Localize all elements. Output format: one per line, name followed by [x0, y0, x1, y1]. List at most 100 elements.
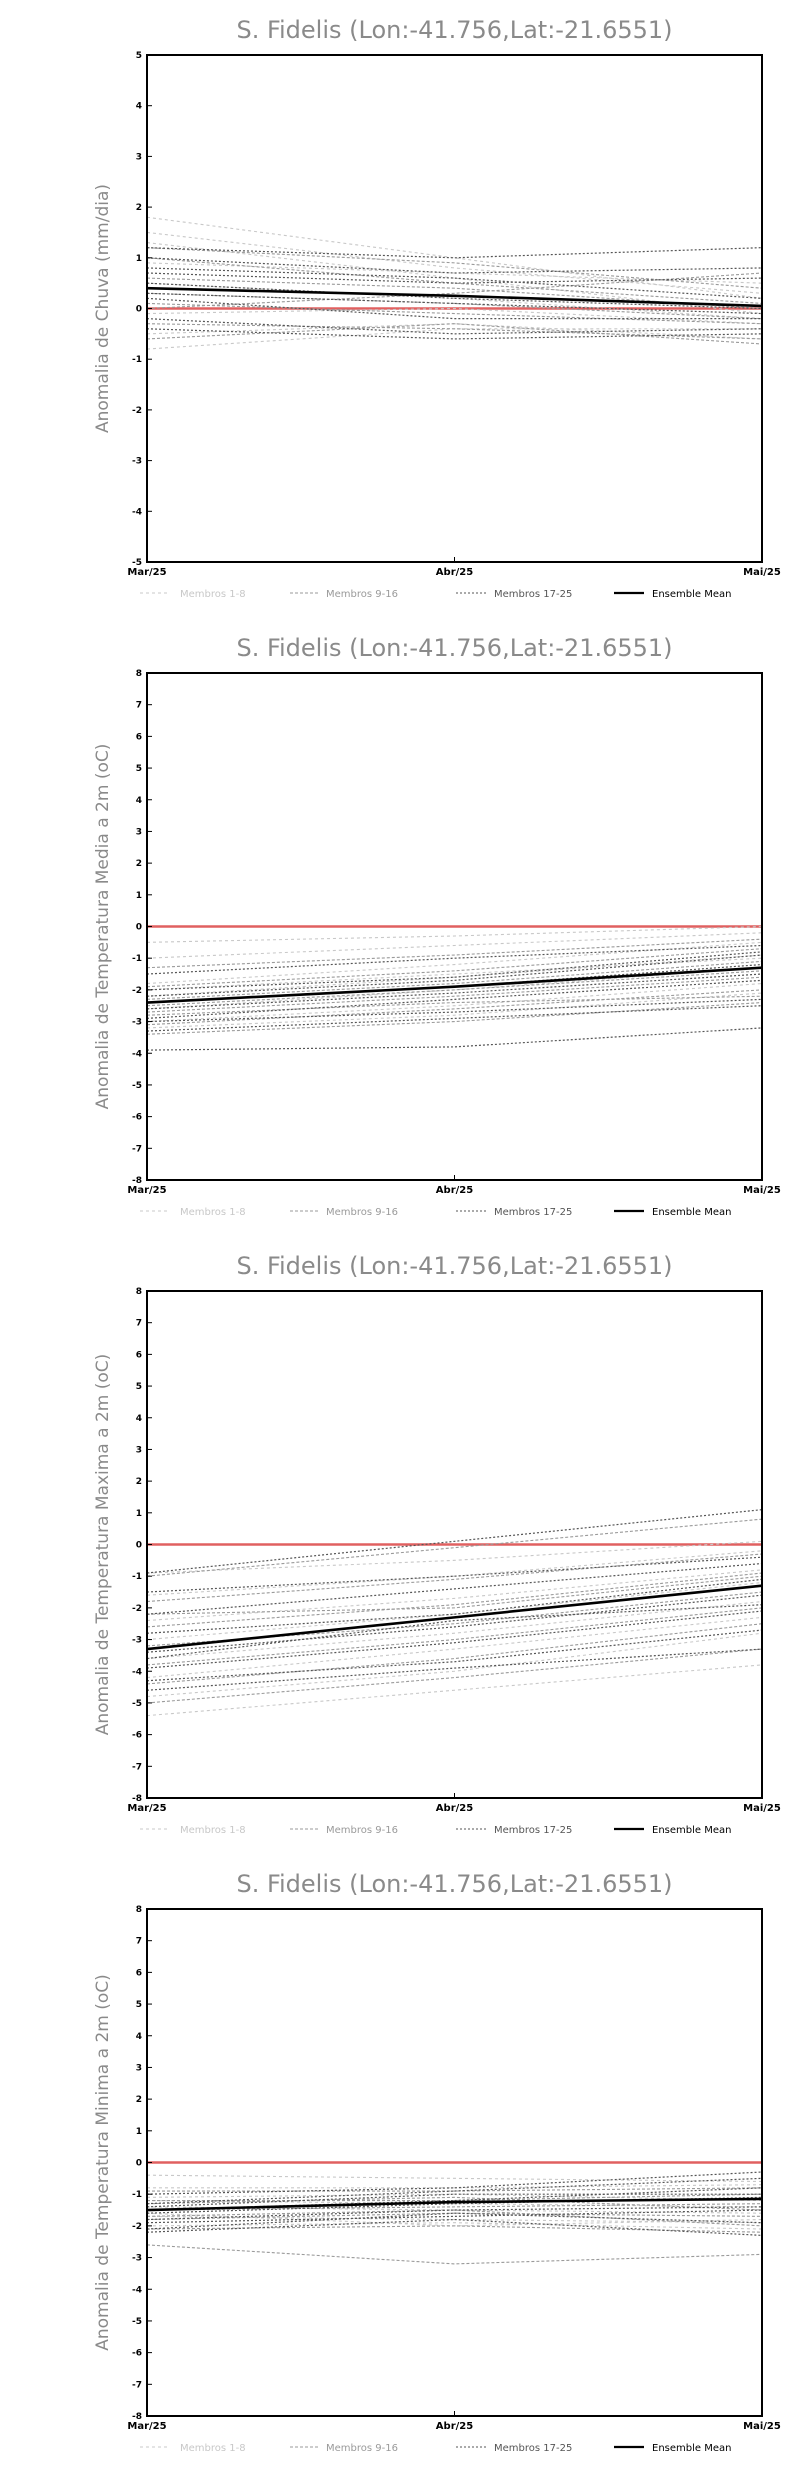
y-tick-label: -3 — [132, 457, 142, 467]
member-line-members-17-25 — [146, 1027, 763, 1051]
y-axis-label: Anomalia de Temperatura Minima a 2m (oC) — [93, 1974, 113, 2351]
ensemble-mean-line — [146, 2197, 763, 2212]
y-tick-label: 0 — [136, 923, 142, 933]
member-line-members-1-8 — [146, 1664, 763, 1717]
member-line-members-1-8 — [146, 925, 763, 943]
y-tick-label: 4 — [136, 1414, 142, 1424]
y-tick-label: -5 — [132, 1699, 142, 1709]
y-tick-label: -8 — [132, 1176, 142, 1186]
member-line-members-17-25 — [146, 318, 763, 335]
y-tick-label: 6 — [136, 1350, 142, 1360]
legend-label-ensemble-mean: Ensemble Mean — [652, 589, 731, 600]
member-line-members-17-25 — [146, 2193, 762, 2208]
member-line-members-17-25 — [146, 1648, 763, 1691]
member-line-members-17-25 — [146, 247, 763, 259]
legend-label-members-1-8: Membros 1-8 — [180, 1207, 246, 1218]
y-tick-label: 1 — [136, 891, 142, 901]
legend-label-members-17-25: Membros 17-25 — [494, 1207, 572, 1218]
member-line-members-9-16 — [146, 1572, 763, 1628]
ensemble-mean-line — [146, 966, 763, 1004]
y-tick-label: 2 — [136, 203, 142, 213]
member-line-members-17-25 — [146, 2177, 763, 2205]
y-tick-label: 0 — [136, 305, 142, 315]
y-tick-label: 1 — [136, 254, 142, 264]
legend-label-members-1-8: Membros 1-8 — [180, 1825, 246, 1836]
chart-title: S. Fidelis (Lon:-41.756,Lat:-21.6551) — [236, 1252, 672, 1280]
legend-label-members-1-8: Membros 1-8 — [180, 2443, 246, 2454]
y-tick-label: 3 — [136, 2063, 142, 2073]
member-line-members-9-16 — [146, 1591, 763, 1647]
y-tick-label: -5 — [132, 2317, 142, 2327]
x-tick-label: Mai/25 — [743, 2421, 781, 2432]
member-line-members-1-8 — [146, 932, 763, 959]
member-line-members-1-8 — [146, 307, 763, 325]
member-line-members-17-25 — [146, 292, 763, 315]
y-tick-label: 8 — [136, 1905, 142, 1915]
legend-label-ensemble-mean: Ensemble Mean — [652, 2443, 731, 2454]
member-line-members-9-16 — [146, 970, 763, 1007]
member-line-members-1-8 — [146, 1550, 763, 1596]
y-tick-label: -3 — [132, 1636, 142, 1646]
member-line-members-9-16 — [146, 1553, 763, 1603]
member-line-members-17-25 — [146, 1578, 763, 1634]
y-tick-label: 5 — [136, 2000, 142, 2010]
member-line-members-1-8 — [146, 282, 763, 320]
member-line-members-1-8 — [146, 954, 763, 997]
member-line-members-9-16 — [147, 2187, 763, 2192]
chart-title: S. Fidelis (Lon:-41.756,Lat:-21.6551) — [236, 1870, 672, 1898]
member-line-members-17-25 — [146, 1005, 763, 1032]
x-tick-label: Mai/25 — [743, 567, 781, 578]
member-line-members-9-16 — [146, 1607, 763, 1666]
x-tick-label: Abr/25 — [436, 567, 473, 578]
y-axis-label: Anomalia de Temperatura Maxima a 2m (oC) — [93, 1354, 113, 1736]
member-line-members-17-25 — [146, 973, 763, 1010]
y-tick-label: -1 — [132, 954, 142, 964]
y-tick-label: -8 — [132, 2412, 142, 2422]
y-tick-label: -6 — [132, 1113, 142, 1123]
y-tick-label: -1 — [132, 1572, 142, 1582]
member-line-members-9-16 — [146, 257, 763, 304]
x-tick-label: Abr/25 — [436, 1803, 473, 1814]
y-tick-label: 2 — [136, 2095, 142, 2105]
y-tick-label: -2 — [132, 406, 142, 416]
x-tick-label: Mar/25 — [127, 1185, 166, 1196]
y-tick-label: 8 — [136, 1287, 142, 1297]
legend-label-members-9-16: Membros 9-16 — [326, 1207, 398, 1218]
member-line-members-9-16 — [146, 2209, 763, 2227]
ensemble-mean-line — [146, 1584, 763, 1651]
y-tick-label: 7 — [136, 701, 142, 711]
member-line-members-9-16 — [146, 938, 763, 969]
y-tick-label: -1 — [132, 355, 142, 365]
member-line-members-9-16 — [146, 976, 763, 1013]
member-line-members-17-25 — [146, 1604, 763, 1660]
member-line-members-17-25 — [146, 1610, 763, 1669]
member-line-members-9-16 — [146, 948, 763, 988]
member-line-members-17-25 — [146, 954, 763, 997]
member-line-members-9-16 — [146, 1648, 763, 1704]
member-line-members-17-25 — [146, 951, 763, 991]
member-line-members-9-16 — [147, 2193, 763, 2202]
y-tick-label: 2 — [136, 859, 142, 869]
y-tick-label: 7 — [136, 1937, 142, 1947]
member-line-members-9-16 — [146, 2196, 763, 2211]
y-axis-label: Anomalia de Chuva (mm/dia) — [93, 184, 113, 433]
y-tick-label: -6 — [132, 1731, 142, 1741]
member-line-members-17-25 — [146, 1556, 763, 1593]
member-line-members-9-16 — [146, 2212, 763, 2221]
member-line-members-1-8 — [146, 231, 763, 294]
y-tick-label: -5 — [132, 1081, 142, 1091]
y-tick-label: 6 — [136, 1968, 142, 1978]
x-tick-label: Abr/25 — [436, 2421, 473, 2432]
member-line-members-1-8 — [146, 242, 763, 315]
ensemble-mean-line — [146, 286, 763, 308]
x-tick-label: Abr/25 — [436, 1185, 473, 1196]
y-tick-label: 3 — [136, 827, 142, 837]
legend-label-ensemble-mean: Ensemble Mean — [652, 1825, 731, 1836]
member-line-members-9-16 — [146, 292, 763, 320]
chart-panel: S. Fidelis (Lon:-41.756,Lat:-21.6551) Ano… — [93, 16, 781, 600]
chart-panel: S. Fidelis (Lon:-41.756,Lat:-21.6551) Ano… — [93, 1252, 781, 1836]
y-tick-label: 5 — [136, 1382, 142, 1392]
y-tick-label: -7 — [132, 1762, 142, 1772]
member-line-members-9-16 — [146, 247, 763, 289]
